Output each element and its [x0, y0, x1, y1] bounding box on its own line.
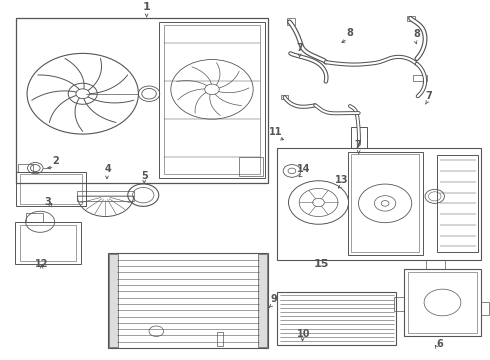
- Bar: [20, 225, 76, 261]
- Bar: [109, 254, 118, 347]
- Bar: [15, 222, 81, 264]
- Bar: [239, 157, 263, 176]
- Bar: [108, 253, 268, 348]
- Bar: [351, 127, 367, 148]
- Bar: [281, 95, 288, 99]
- Bar: [404, 269, 481, 336]
- Text: 11: 11: [269, 126, 282, 136]
- Bar: [351, 154, 419, 252]
- Text: 7: 7: [425, 91, 432, 101]
- Text: 10: 10: [297, 329, 311, 339]
- Bar: [408, 272, 477, 333]
- Text: 9: 9: [270, 294, 277, 304]
- Bar: [16, 18, 268, 183]
- Text: 14: 14: [297, 164, 310, 174]
- Bar: [164, 25, 260, 175]
- Text: 7: 7: [354, 140, 361, 150]
- Bar: [437, 155, 478, 252]
- Bar: [25, 213, 43, 222]
- Bar: [217, 332, 223, 346]
- Bar: [77, 191, 134, 202]
- Text: 1: 1: [143, 3, 150, 12]
- Text: 15: 15: [313, 259, 329, 269]
- Bar: [16, 172, 86, 206]
- Bar: [347, 152, 423, 255]
- Text: 12: 12: [35, 259, 49, 269]
- Bar: [287, 18, 295, 24]
- Text: 13: 13: [335, 175, 348, 185]
- Bar: [20, 175, 82, 203]
- Text: 2: 2: [53, 156, 59, 166]
- Text: 3: 3: [44, 197, 51, 207]
- Text: 6: 6: [436, 339, 443, 349]
- Bar: [277, 148, 481, 260]
- Bar: [426, 260, 445, 269]
- Text: 8: 8: [346, 28, 353, 37]
- Text: 8: 8: [414, 30, 420, 39]
- Bar: [413, 75, 427, 81]
- Bar: [258, 254, 267, 347]
- Bar: [393, 297, 404, 311]
- Bar: [277, 292, 396, 345]
- Text: 7: 7: [297, 44, 303, 53]
- Bar: [159, 22, 265, 178]
- Bar: [18, 164, 33, 172]
- Text: 5: 5: [141, 171, 148, 181]
- Text: 4: 4: [104, 164, 111, 174]
- Bar: [481, 302, 490, 315]
- Bar: [407, 15, 415, 21]
